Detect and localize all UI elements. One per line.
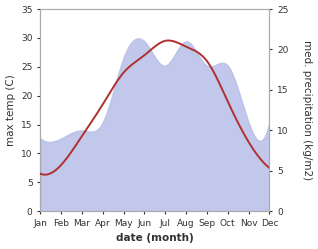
- Y-axis label: med. precipitation (kg/m2): med. precipitation (kg/m2): [302, 40, 313, 180]
- X-axis label: date (month): date (month): [116, 234, 194, 244]
- Y-axis label: max temp (C): max temp (C): [5, 74, 16, 146]
